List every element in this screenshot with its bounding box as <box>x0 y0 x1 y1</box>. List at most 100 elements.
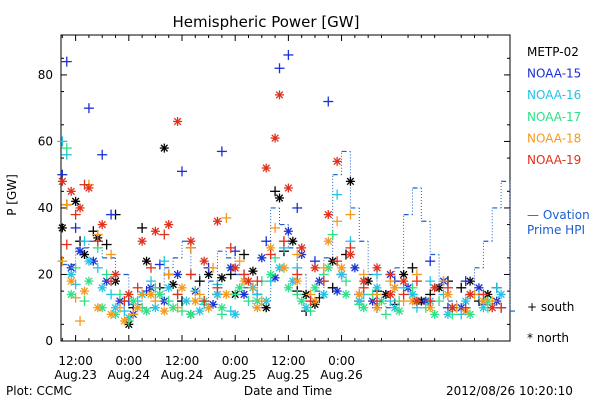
metp-02-north-point <box>142 256 152 266</box>
noaa-19-south-point <box>225 242 236 253</box>
noaa-18-south-point <box>221 212 232 223</box>
noaa-19-south-point <box>132 282 143 293</box>
noaa-15-south-point <box>97 149 108 160</box>
noaa-18-north-point <box>190 296 200 306</box>
noaa-17-south-point <box>327 229 338 240</box>
noaa-16-north-point <box>461 296 471 306</box>
noaa-19-north-point <box>412 296 422 306</box>
y-tick-label: 40 <box>38 201 53 215</box>
noaa-17-north-point <box>310 283 320 293</box>
noaa-19-north-point <box>447 303 457 313</box>
metp-02-south-point <box>101 239 112 250</box>
noaa-17-north-point <box>394 306 404 316</box>
legend-entry: NOAA-16 <box>527 88 581 102</box>
metp-02-south-point <box>456 282 467 293</box>
noaa-19-north-point <box>345 250 355 260</box>
noaa-19-north-point <box>199 256 209 266</box>
noaa-19-north-point <box>399 276 409 286</box>
noaa-17-south-point <box>70 262 81 273</box>
noaa-19-south-point <box>460 302 471 313</box>
noaa-18-north-point <box>146 289 156 299</box>
noaa-19-south-point <box>119 296 130 307</box>
noaa-15-south-point <box>61 56 72 67</box>
metp-02-north-point <box>159 143 169 153</box>
noaa-19-north-point <box>66 186 76 196</box>
noaa-19-south-point <box>398 289 409 300</box>
x-tick-date-label: Aug.26 <box>320 368 363 382</box>
noaa-18-south-point <box>332 216 343 227</box>
noaa-19-north-point <box>465 289 475 299</box>
noaa-19-north-point <box>186 236 196 246</box>
noaa-19-south-point <box>199 296 210 307</box>
noaa-17-north-point <box>66 289 76 299</box>
noaa-18-south-point <box>57 256 68 267</box>
noaa-15-north-point <box>350 263 360 273</box>
noaa-17-south-point <box>292 289 303 300</box>
noaa-17-south-point <box>434 296 445 307</box>
noaa-18-north-point <box>221 289 231 299</box>
noaa-17-south-point <box>101 269 112 280</box>
noaa-15-south-point <box>177 166 188 177</box>
chart-title: Hemispheric Power [GW] <box>173 13 360 31</box>
noaa-16-south-point <box>159 256 170 267</box>
noaa-15-north-point <box>239 289 249 299</box>
noaa-17-north-point <box>186 309 196 319</box>
noaa-16-north-point <box>181 296 191 306</box>
noaa-19-south-point <box>252 276 263 287</box>
metp-02-north-point <box>71 196 81 206</box>
noaa-18-south-point <box>438 276 449 287</box>
y-tick-label: 20 <box>38 267 53 281</box>
noaa-16-south-point <box>57 136 68 147</box>
footer-left: Plot: CCMC <box>6 384 72 398</box>
noaa-18-south-point <box>194 289 205 300</box>
noaa-18-north-point <box>133 303 143 313</box>
noaa-19-north-point <box>164 220 174 230</box>
noaa-19-south-point <box>185 269 196 280</box>
noaa-18-north-point <box>354 289 364 299</box>
noaa-18-north-point <box>159 306 169 316</box>
x-tick-date-label: Aug.24 <box>108 368 151 382</box>
noaa-18-south-point <box>256 296 267 307</box>
noaa-15-south-point <box>425 256 436 267</box>
legend-north-label: * north <box>527 331 569 345</box>
metp-02-north-point <box>248 266 258 276</box>
noaa-16-north-point <box>212 289 222 299</box>
metp-02-south-point <box>270 186 281 197</box>
noaa-18-south-point <box>61 199 72 210</box>
noaa-17-south-point <box>163 296 174 307</box>
noaa-17-south-point <box>230 289 241 300</box>
noaa-19-north-point <box>173 116 183 126</box>
x-tick-time-label: 0:00 <box>115 354 142 368</box>
noaa-18-south-point <box>75 316 86 327</box>
legend-south-label: + south <box>527 300 574 314</box>
noaa-19-north-point <box>243 276 253 286</box>
noaa-19-south-point <box>425 296 436 307</box>
noaa-18-north-point <box>93 303 103 313</box>
noaa-19-north-point <box>57 176 67 186</box>
noaa-19-north-point <box>275 90 285 100</box>
noaa-16-north-point <box>319 289 329 299</box>
noaa-18-south-point <box>114 302 125 313</box>
noaa-16-south-point <box>425 276 436 287</box>
noaa-15-south-point <box>106 209 117 220</box>
noaa-17-south-point <box>341 276 352 287</box>
metp-02-north-point <box>275 193 285 203</box>
noaa-19-south-point <box>478 289 489 300</box>
legend-entry: METP-02 <box>527 45 579 59</box>
legend-entry: NOAA-17 <box>527 110 581 124</box>
noaa-17-north-point <box>84 276 94 286</box>
noaa-18-south-point <box>318 262 329 273</box>
noaa-19-south-point <box>305 296 316 307</box>
noaa-18-north-point <box>390 283 400 293</box>
noaa-15-south-point <box>323 96 334 107</box>
noaa-19-north-point <box>150 226 160 236</box>
noaa-17-north-point <box>155 289 165 299</box>
noaa-19-north-point <box>310 263 320 273</box>
noaa-19-north-point <box>283 183 293 193</box>
x-tick-date-label: Aug.23 <box>54 368 97 382</box>
noaa-19-south-point <box>292 269 303 280</box>
noaa-17-north-point <box>235 283 245 293</box>
noaa-17-south-point <box>79 296 90 307</box>
noaa-19-north-point <box>84 183 94 193</box>
noaa-19-south-point <box>70 209 81 220</box>
